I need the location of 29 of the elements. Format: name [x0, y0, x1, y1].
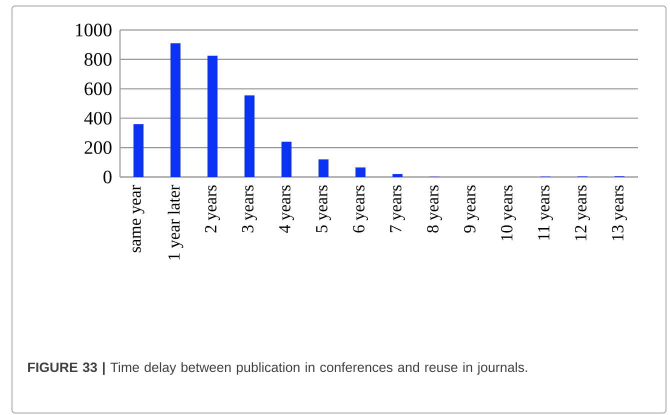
text: FIGURE 33 | Time delay between publication in conferences and reuse in journals. [28, 362, 528, 375]
bar [208, 56, 218, 177]
bar [318, 159, 329, 177]
y-tick-label: 0 [103, 170, 112, 184]
x-tick-label: 1 year later [168, 184, 184, 260]
y-tick-label: 200 [84, 141, 112, 154]
bar [134, 124, 144, 177]
y-tick-label: 600 [84, 82, 112, 96]
bar [282, 142, 292, 177]
x-tick-label: 11 years [538, 185, 553, 240]
x-tick-label: 2 years [205, 185, 220, 232]
bar [356, 167, 366, 177]
y-tick-label: 1000 [76, 24, 112, 36]
x-tick-label: same year [132, 184, 144, 252]
x-tick-label: 7 years [390, 185, 405, 232]
x-tick-label: 10 years [501, 185, 516, 240]
y-tick-label: 800 [84, 53, 112, 66]
x-tick-label: 3 years [242, 185, 257, 232]
x-tick-label: 6 years [353, 185, 368, 232]
x-tick-label: 9 years [464, 185, 479, 233]
y-tick-label: 400 [84, 112, 112, 125]
x-tick-label: 8 years [427, 185, 442, 233]
bar [392, 174, 403, 177]
x-tick-label: 13 years [612, 185, 627, 240]
x-tick-label: 12 years [575, 185, 590, 240]
bar [170, 43, 181, 177]
x-tick-label: 5 years [316, 185, 331, 232]
bar [244, 95, 255, 177]
x-tick-label: 4 years [279, 185, 294, 233]
